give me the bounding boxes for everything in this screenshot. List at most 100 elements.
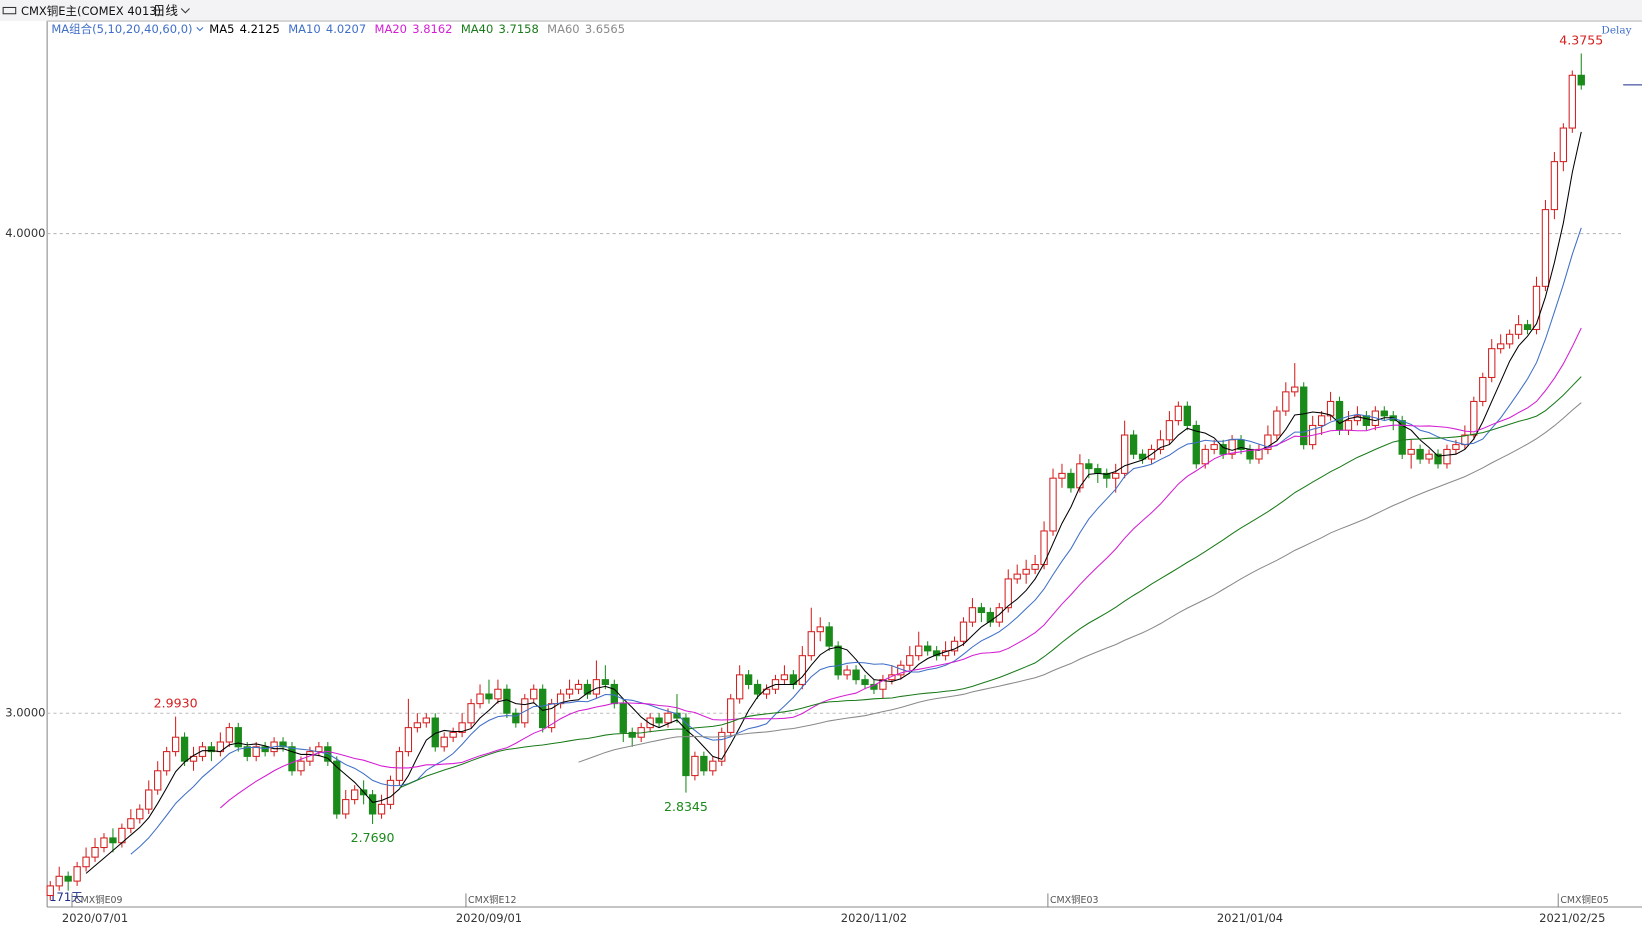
candle-body (1344, 420, 1353, 431)
legend-value: 4.0207 (326, 22, 366, 36)
candle-body (368, 794, 377, 815)
candle-body (1300, 386, 1308, 446)
legend-value: 3.8162 (412, 22, 452, 36)
ma-line (219, 327, 1582, 809)
candle-body (1497, 343, 1505, 350)
ma-line (578, 402, 1582, 763)
ma-line (85, 131, 1582, 874)
candle-body (1568, 74, 1576, 129)
candle-body (843, 669, 851, 676)
extreme-label: 4.3755 (1559, 32, 1603, 47)
candle-body (1085, 463, 1093, 470)
legend-name: MA20 (375, 22, 407, 36)
candle-body (162, 751, 171, 772)
candle-body (959, 621, 968, 642)
candle-body (1380, 410, 1388, 417)
candle-body (127, 818, 135, 829)
candle-body (154, 770, 162, 791)
candle-body (646, 717, 654, 729)
candle-body (968, 607, 977, 623)
y-tick-label: 3.0000 (5, 706, 45, 720)
candle-body (530, 688, 538, 700)
candle-body (986, 611, 995, 623)
candle-body (333, 760, 341, 815)
candle-body (449, 731, 457, 738)
candle-body (171, 736, 180, 753)
ma-line (130, 227, 1582, 855)
candle-body (1488, 348, 1496, 378)
candle-body (64, 875, 72, 882)
legend-name: MA40 (461, 22, 493, 36)
candle-body (109, 837, 117, 844)
chart-title: CMX铜E主(COMEX 4013) (21, 4, 161, 18)
candle-body (395, 751, 404, 781)
candle-body (46, 885, 54, 897)
candle-body (1425, 453, 1433, 460)
candle-body (950, 640, 959, 652)
candle-body (977, 607, 986, 614)
candle-body (1273, 410, 1281, 436)
candle-body (136, 808, 144, 820)
candle-body (1317, 415, 1326, 426)
candle-body (377, 803, 386, 815)
candle-body (1541, 209, 1550, 287)
candle-body (1523, 324, 1532, 331)
candle-body (1505, 333, 1514, 345)
candle-body (1094, 468, 1102, 474)
candle-body (458, 722, 466, 733)
candle-body (852, 669, 860, 681)
dropdown-arrow[interactable] (180, 8, 190, 14)
x-tick-label: 2021/01/04 (1217, 911, 1283, 925)
ma-group-label[interactable]: MA组合(5,10,20,40,60,0) (51, 22, 192, 36)
candle-body (342, 799, 350, 815)
candle-body (718, 731, 726, 762)
candle-body (1282, 391, 1290, 412)
candle-body (1022, 568, 1030, 575)
candle-body (655, 717, 663, 724)
candle-body (744, 674, 753, 685)
candle-body (1049, 477, 1057, 532)
candle-body (288, 746, 296, 772)
candle-body (1362, 415, 1371, 426)
candle-body (1004, 578, 1012, 609)
candle-body (189, 755, 198, 762)
candle-body (297, 760, 305, 772)
candle-body (145, 789, 153, 810)
interval-selector[interactable]: 日线 (153, 3, 179, 18)
candle-body (906, 655, 914, 666)
candle-body (610, 683, 618, 705)
candle-body (924, 645, 932, 652)
candle-body (1219, 444, 1227, 455)
candle-body (279, 741, 287, 748)
legend-name: MA60 (547, 22, 579, 36)
extreme-label: 2.9930 (154, 696, 198, 711)
contract-label: CMX铜E05 (1560, 894, 1608, 906)
extreme-label: 2.7690 (351, 830, 395, 845)
candle-body (1470, 400, 1478, 436)
candle-body (1326, 400, 1335, 417)
candle-body (753, 683, 762, 695)
candle-body (180, 736, 189, 762)
candle-body (351, 789, 359, 801)
candle-body (1183, 405, 1191, 426)
candle-body (574, 683, 583, 690)
candle-body (798, 655, 806, 685)
candle-body (386, 779, 395, 805)
candle-body (539, 688, 547, 729)
candle-body (1129, 434, 1138, 455)
candle-body (915, 645, 923, 657)
candle-body (234, 727, 242, 748)
candle-body (664, 712, 672, 724)
candle-body (1434, 453, 1442, 465)
candle-body (261, 746, 269, 753)
candle-body (1264, 434, 1272, 450)
contract-label: CMX铜E12 (468, 894, 516, 906)
candle-body (1443, 448, 1451, 465)
candle-body (1138, 453, 1147, 460)
candle-body (565, 688, 574, 695)
contract-label: CMX铜E09 (74, 894, 122, 906)
candle-body (1165, 420, 1174, 441)
candle-body (1013, 573, 1021, 580)
candle-body (1479, 376, 1487, 402)
